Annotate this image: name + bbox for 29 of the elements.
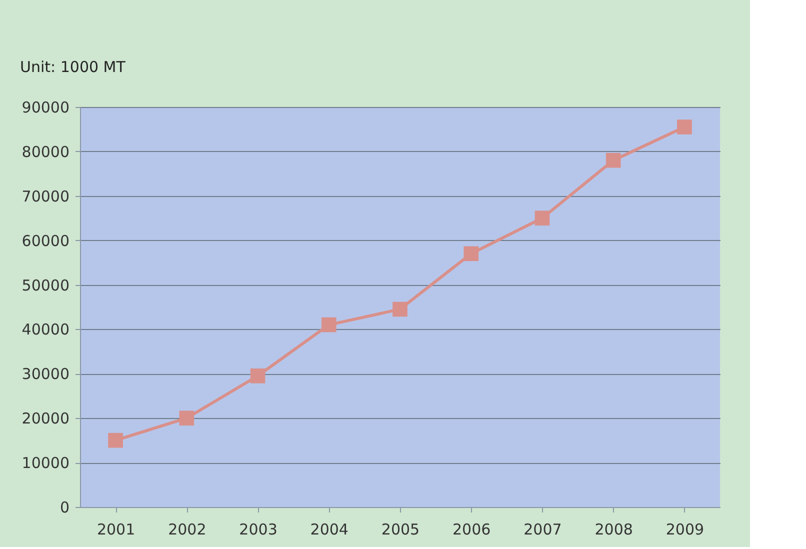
y-tick-label: 80000 (22, 142, 70, 161)
x-tick-label: 2001 (96, 520, 136, 538)
x-tick-label: 2002 (168, 520, 206, 538)
x-tick-label: 2003 (239, 520, 278, 538)
y-tick-label: 0 (60, 498, 70, 516)
point (606, 152, 621, 168)
x-tick-label: 2007 (524, 520, 562, 538)
y-tick-label: 30000 (22, 365, 70, 384)
point (534, 210, 550, 226)
x-tick-label: 2009 (666, 520, 704, 538)
point (321, 317, 336, 332)
y-tick-label: 20000 (22, 410, 70, 428)
point (179, 410, 194, 426)
y-tick-label: 60000 (22, 232, 70, 250)
point (108, 432, 123, 448)
y-tick-label: 90000 (22, 98, 70, 116)
x-tick-label: 2004 (310, 520, 348, 538)
point (392, 302, 408, 317)
y-tick-label: 70000 (22, 187, 70, 206)
point (250, 368, 266, 384)
text: Unit: 1000 MT (20, 58, 126, 76)
x-tick-label: 2006 (452, 520, 491, 538)
y-tick-label: 10000 (22, 454, 70, 472)
y-tick-label: 40000 (22, 320, 70, 339)
point (677, 120, 692, 134)
y-tick-label: 50000 (22, 276, 70, 294)
x-tick-label: 2005 (381, 520, 420, 538)
point (464, 246, 479, 262)
x-tick-label: 2008 (594, 520, 633, 538)
